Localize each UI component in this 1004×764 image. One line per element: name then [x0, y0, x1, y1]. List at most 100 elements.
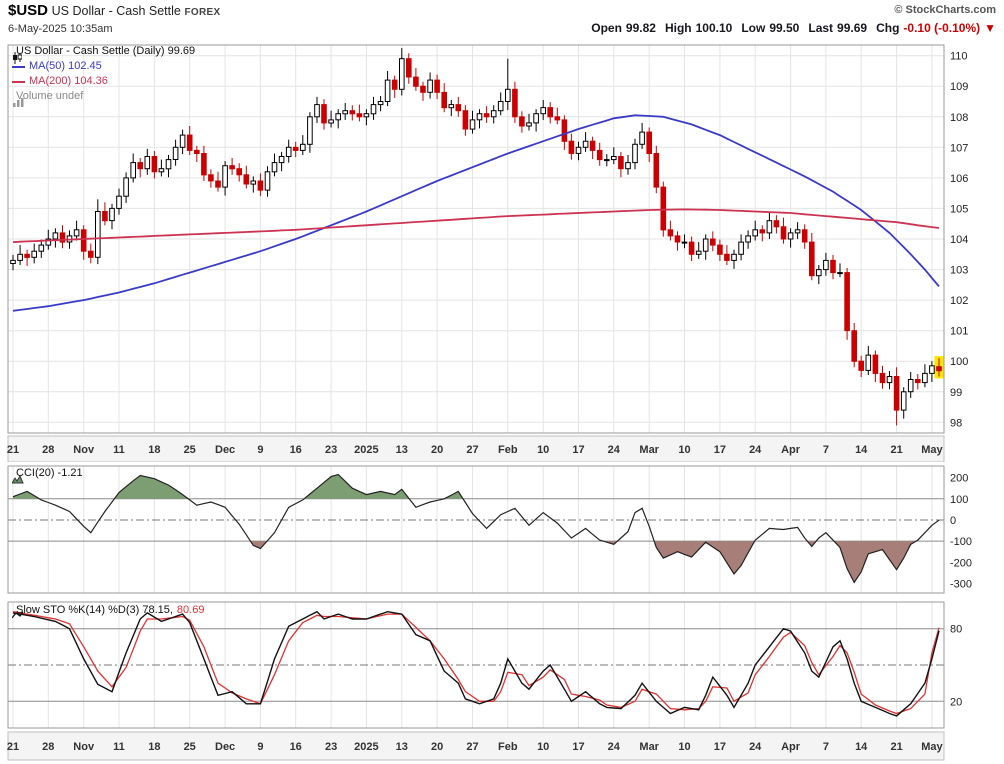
svg-text:21: 21 [890, 741, 902, 753]
svg-text:20: 20 [950, 696, 962, 708]
svg-text:14: 14 [855, 741, 868, 753]
svg-text:20: 20 [431, 444, 443, 456]
high-label: High [664, 21, 692, 35]
svg-text:27: 27 [466, 741, 478, 753]
svg-text:21: 21 [7, 444, 19, 456]
svg-text:99: 99 [950, 387, 962, 399]
svg-text:18: 18 [148, 741, 160, 753]
exchange-label: FOREX [184, 7, 221, 18]
last-value: 99.69 [837, 21, 868, 35]
svg-text:24: 24 [608, 741, 621, 753]
ma200-line [12, 208, 940, 243]
svg-text:7: 7 [823, 444, 829, 456]
page-title: US Dollar - Cash Settle [51, 4, 181, 18]
stochastic-indicator-chart[interactable]: 80 20 21 28 Nov 11 18 25 Dec 9 16 23 2025 13 20 27 Feb 10… [0, 598, 1004, 764]
svg-text:Mar: Mar [639, 741, 659, 753]
symbol: $USD [8, 2, 49, 19]
svg-text:107: 107 [950, 142, 968, 154]
svg-text:24: 24 [749, 444, 762, 456]
svg-text:80: 80 [950, 624, 962, 636]
svg-text:21: 21 [890, 444, 902, 456]
svg-text:13: 13 [396, 741, 408, 753]
svg-text:18: 18 [148, 444, 160, 456]
svg-text:14: 14 [855, 444, 868, 456]
open-label: Open [591, 21, 622, 35]
down-triangle-icon[interactable]: ▼ [984, 21, 996, 35]
svg-text:13: 13 [396, 444, 408, 456]
candles [10, 48, 942, 426]
svg-text:9: 9 [257, 444, 263, 456]
svg-text:9: 9 [257, 741, 263, 753]
svg-text:98: 98 [950, 417, 962, 429]
svg-text:109: 109 [950, 81, 968, 93]
svg-text:Dec: Dec [215, 741, 235, 753]
svg-text:25: 25 [184, 444, 196, 456]
svg-text:0: 0 [950, 515, 956, 527]
svg-text:10: 10 [537, 444, 549, 456]
svg-text:20: 20 [431, 741, 443, 753]
svg-text:-100: -100 [950, 536, 972, 548]
watermark: © StockCharts.com [894, 4, 996, 16]
svg-text:101: 101 [950, 326, 968, 338]
svg-text:Apr: Apr [781, 444, 801, 456]
cci-indicator-chart[interactable]: 200 100 0 -100 -200 -300 [0, 462, 1004, 598]
svg-text:-200: -200 [950, 557, 972, 569]
svg-text:24: 24 [749, 741, 762, 753]
cci-overbought-fill [13, 474, 464, 499]
sto-k-line [12, 610, 940, 717]
cci-oversold-fill [13, 541, 939, 583]
svg-text:11: 11 [113, 741, 125, 753]
last-label: Last [808, 21, 834, 35]
svg-text:May: May [921, 444, 943, 456]
svg-text:100: 100 [950, 494, 968, 506]
svg-text:28: 28 [42, 741, 54, 753]
svg-text:110: 110 [950, 51, 968, 63]
svg-text:200: 200 [950, 473, 968, 485]
svg-text:25: 25 [184, 741, 196, 753]
datetime-label: 6-May-2025 10:35am [8, 23, 113, 35]
svg-text:10: 10 [678, 741, 690, 753]
cci-line [12, 473, 940, 584]
svg-text:108: 108 [950, 112, 968, 124]
svg-text:17: 17 [714, 741, 726, 753]
svg-text:10: 10 [537, 741, 549, 753]
svg-text:17: 17 [714, 444, 726, 456]
ma50-line [12, 114, 940, 312]
svg-text:2025: 2025 [354, 444, 378, 456]
svg-text:May: May [921, 741, 943, 753]
svg-text:17: 17 [572, 741, 584, 753]
chg-label: Chg [876, 21, 900, 35]
svg-text:21: 21 [7, 741, 19, 753]
svg-text:7: 7 [823, 741, 829, 753]
title-row: $USD US Dollar - Cash Settle FOREX [8, 2, 220, 19]
svg-text:100: 100 [950, 356, 968, 368]
svg-text:Apr: Apr [781, 741, 801, 753]
svg-text:2025: 2025 [354, 741, 378, 753]
svg-text:23: 23 [325, 444, 337, 456]
svg-text:17: 17 [572, 444, 584, 456]
svg-text:Feb: Feb [498, 741, 518, 753]
high-value: 100.10 [695, 21, 733, 35]
svg-text:104: 104 [950, 234, 968, 246]
low-value: 99.50 [769, 21, 800, 35]
svg-text:27: 27 [466, 444, 478, 456]
svg-text:106: 106 [950, 173, 968, 185]
svg-text:Nov: Nov [73, 741, 95, 753]
low-label: Low [741, 21, 766, 35]
svg-text:-300: -300 [950, 579, 972, 591]
svg-text:102: 102 [950, 295, 968, 307]
svg-text:28: 28 [42, 444, 54, 456]
svg-text:10: 10 [678, 444, 690, 456]
svg-text:Mar: Mar [639, 444, 659, 456]
svg-text:24: 24 [608, 444, 621, 456]
open-value: 99.82 [625, 21, 656, 35]
svg-text:16: 16 [290, 444, 302, 456]
sto-d-line [12, 611, 940, 715]
quote-strip: Open 99.82 High 100.10 Low 99.50 Last 99.69 Chg -… [582, 21, 996, 35]
svg-text:Dec: Dec [215, 444, 235, 456]
svg-text:105: 105 [950, 203, 968, 215]
svg-text:Feb: Feb [498, 444, 518, 456]
chg-value: -0.10 (-0.10%) [903, 21, 981, 35]
